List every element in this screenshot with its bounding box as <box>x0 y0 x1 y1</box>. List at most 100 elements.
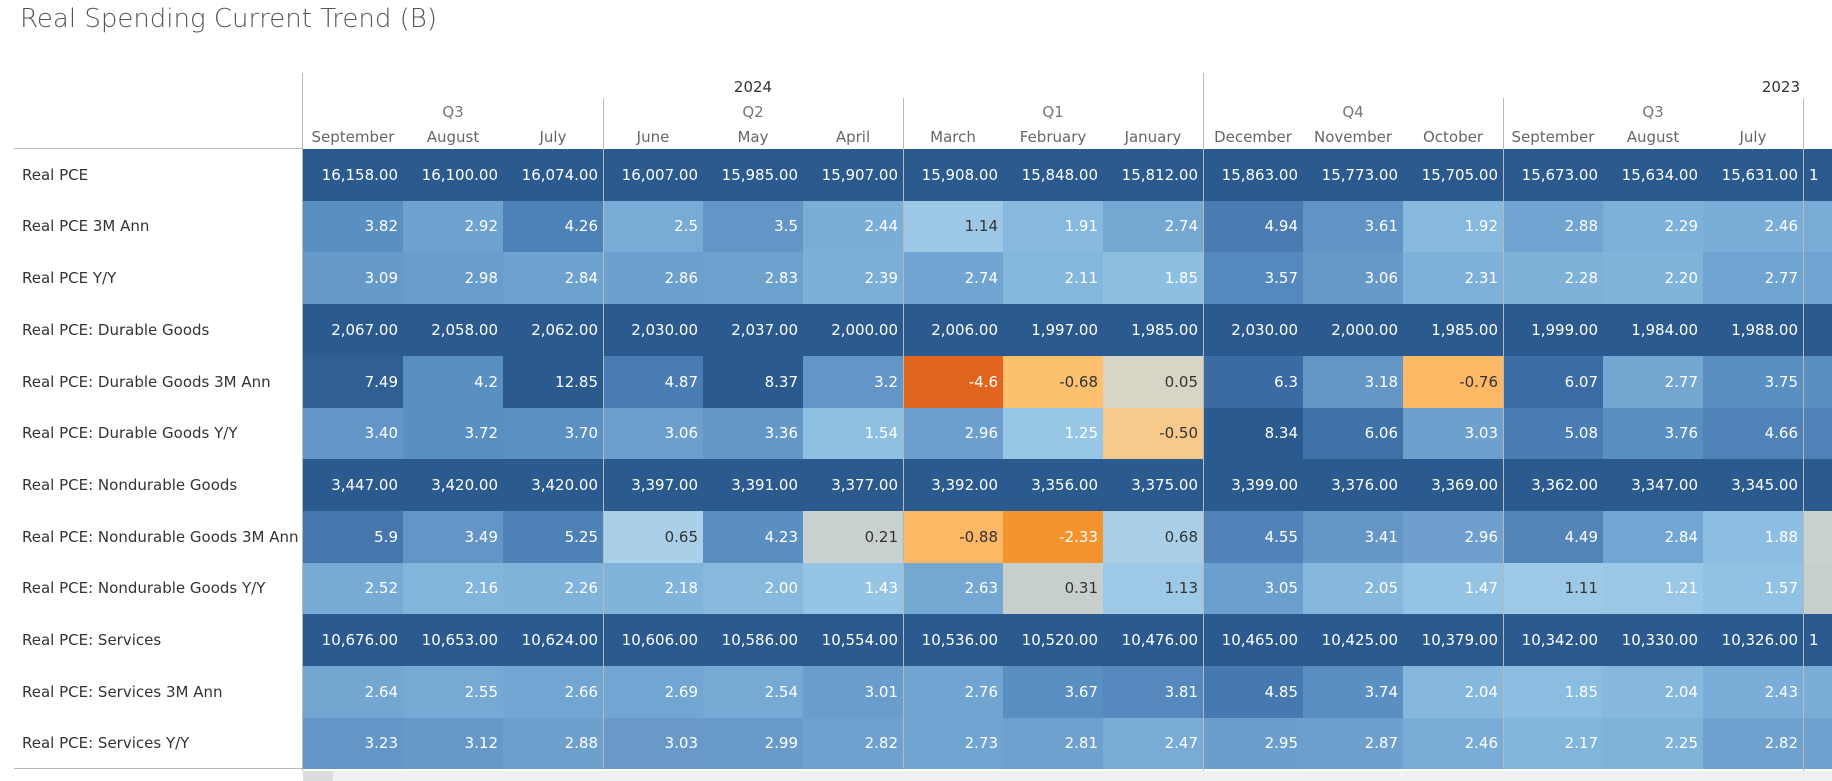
table-cell[interactable]: 6.3 <box>1203 356 1303 408</box>
table-cell[interactable]: 1.21 <box>1603 563 1703 614</box>
table-cell[interactable]: 1,985.00 <box>1403 304 1503 356</box>
table-cell[interactable]: 3.57 <box>1203 252 1303 304</box>
table-cell[interactable]: 3,376.00 <box>1303 459 1403 511</box>
table-cell[interactable]: 2.54 <box>703 666 803 718</box>
table-cell[interactable]: 2.17 <box>1503 718 1603 769</box>
table-cell[interactable]: 2.31 <box>1403 252 1503 304</box>
table-cell[interactable]: 3.01 <box>803 666 903 718</box>
table-cell[interactable]: 3.36 <box>703 408 803 459</box>
table-cell[interactable]: 3.23 <box>303 718 403 769</box>
table-cell[interactable]: 2.74 <box>1103 201 1203 252</box>
table-cell[interactable]: 0.65 <box>603 511 703 563</box>
table-cell[interactable]: -0.88 <box>903 511 1003 563</box>
table-cell[interactable] <box>1803 666 1832 718</box>
table-cell[interactable]: 15,673.00 <box>1503 149 1603 201</box>
table-cell[interactable]: 5.9 <box>303 511 403 563</box>
table-cell[interactable]: 5.08 <box>1503 408 1603 459</box>
table-cell[interactable]: 15,705.00 <box>1403 149 1503 201</box>
table-cell[interactable]: 4.26 <box>503 201 603 252</box>
table-cell[interactable]: 2.88 <box>1503 201 1603 252</box>
table-cell[interactable]: 10,379.00 <box>1403 614 1503 666</box>
table-cell[interactable]: 3,420.00 <box>503 459 603 511</box>
table-cell[interactable]: 2.83 <box>703 252 803 304</box>
table-cell[interactable]: 10,554.00 <box>803 614 903 666</box>
table-cell[interactable]: 2.04 <box>1603 666 1703 718</box>
table-cell[interactable]: 3,356.00 <box>1003 459 1103 511</box>
table-cell[interactable] <box>1803 408 1832 459</box>
table-cell[interactable]: 10,342.00 <box>1503 614 1603 666</box>
table-cell[interactable]: 2,058.00 <box>403 304 503 356</box>
table-cell[interactable]: 2.82 <box>803 718 903 769</box>
table-cell[interactable] <box>1803 718 1832 769</box>
table-cell[interactable]: 3.76 <box>1603 408 1703 459</box>
table-cell[interactable]: 2.99 <box>703 718 803 769</box>
table-cell[interactable]: 4.66 <box>1703 408 1803 459</box>
table-cell[interactable]: 1,984.00 <box>1603 304 1703 356</box>
table-cell[interactable]: 10,465.00 <box>1203 614 1303 666</box>
table-cell[interactable]: 3,397.00 <box>603 459 703 511</box>
table-cell[interactable]: 1.88 <box>1703 511 1803 563</box>
table-cell[interactable]: 4.49 <box>1503 511 1603 563</box>
table-cell[interactable]: 15,634.00 <box>1603 149 1703 201</box>
table-cell[interactable]: 2.46 <box>1403 718 1503 769</box>
table-cell[interactable]: 12.85 <box>503 356 603 408</box>
table-cell[interactable]: 4.85 <box>1203 666 1303 718</box>
table-cell[interactable]: 3.61 <box>1303 201 1403 252</box>
table-cell[interactable]: 1.25 <box>1003 408 1103 459</box>
table-cell[interactable]: 15,908.00 <box>903 149 1003 201</box>
table-cell[interactable] <box>1803 459 1832 511</box>
table-cell[interactable]: 2.11 <box>1003 252 1103 304</box>
table-cell[interactable]: 3,362.00 <box>1503 459 1603 511</box>
table-cell[interactable]: 0.68 <box>1103 511 1203 563</box>
table-cell[interactable]: 2.52 <box>303 563 403 614</box>
table-cell[interactable]: 6.06 <box>1303 408 1403 459</box>
table-cell[interactable]: 8.37 <box>703 356 803 408</box>
table-cell[interactable]: 2.04 <box>1403 666 1503 718</box>
table-cell[interactable]: 2,037.00 <box>703 304 803 356</box>
table-cell[interactable]: 16,074.00 <box>503 149 603 201</box>
table-cell[interactable]: 10,476.00 <box>1103 614 1203 666</box>
table-cell[interactable] <box>1803 511 1832 563</box>
table-cell[interactable]: 0.31 <box>1003 563 1103 614</box>
table-cell[interactable]: 3.67 <box>1003 666 1103 718</box>
table-cell[interactable]: 1.85 <box>1103 252 1203 304</box>
table-cell[interactable] <box>1803 563 1832 614</box>
table-cell[interactable]: 10,425.00 <box>1303 614 1403 666</box>
table-cell[interactable]: 3.05 <box>1203 563 1303 614</box>
table-cell[interactable]: 2.25 <box>1603 718 1703 769</box>
table-cell[interactable]: 2.20 <box>1603 252 1703 304</box>
table-cell[interactable] <box>1803 356 1832 408</box>
table-cell[interactable]: 4.55 <box>1203 511 1303 563</box>
table-cell[interactable]: -2.33 <box>1003 511 1103 563</box>
table-cell[interactable]: 2,000.00 <box>803 304 903 356</box>
table-cell[interactable]: 4.87 <box>603 356 703 408</box>
table-cell[interactable] <box>1803 252 1832 304</box>
table-cell[interactable]: 5.25 <box>503 511 603 563</box>
table-cell[interactable]: 3,392.00 <box>903 459 1003 511</box>
table-cell[interactable]: 4.94 <box>1203 201 1303 252</box>
table-cell[interactable]: 3,347.00 <box>1603 459 1703 511</box>
table-cell[interactable]: 2.05 <box>1303 563 1403 614</box>
table-cell[interactable]: 1.57 <box>1703 563 1803 614</box>
table-cell[interactable]: 2.43 <box>1703 666 1803 718</box>
table-cell[interactable]: 2.84 <box>503 252 603 304</box>
table-cell[interactable]: 2.87 <box>1303 718 1403 769</box>
table-cell[interactable]: -0.68 <box>1003 356 1103 408</box>
table-cell[interactable]: 3,399.00 <box>1203 459 1303 511</box>
table-cell[interactable]: 3.82 <box>303 201 403 252</box>
table-cell[interactable]: 2.16 <box>403 563 503 614</box>
table-cell[interactable]: 3,420.00 <box>403 459 503 511</box>
table-cell[interactable]: 0.21 <box>803 511 903 563</box>
table-cell[interactable]: 2.66 <box>503 666 603 718</box>
table-cell[interactable]: 2.81 <box>1003 718 1103 769</box>
table-cell[interactable]: 15,907.00 <box>803 149 903 201</box>
table-cell[interactable]: 3,447.00 <box>303 459 403 511</box>
table-cell[interactable]: 16,007.00 <box>603 149 703 201</box>
table-cell[interactable]: 2,030.00 <box>1203 304 1303 356</box>
table-cell[interactable]: 3.74 <box>1303 666 1403 718</box>
table-cell[interactable]: 3.12 <box>403 718 503 769</box>
table-cell[interactable]: 2.47 <box>1103 718 1203 769</box>
table-cell[interactable]: 2.96 <box>1403 511 1503 563</box>
table-cell[interactable]: 3.49 <box>403 511 503 563</box>
table-cell[interactable]: 15,863.00 <box>1203 149 1303 201</box>
